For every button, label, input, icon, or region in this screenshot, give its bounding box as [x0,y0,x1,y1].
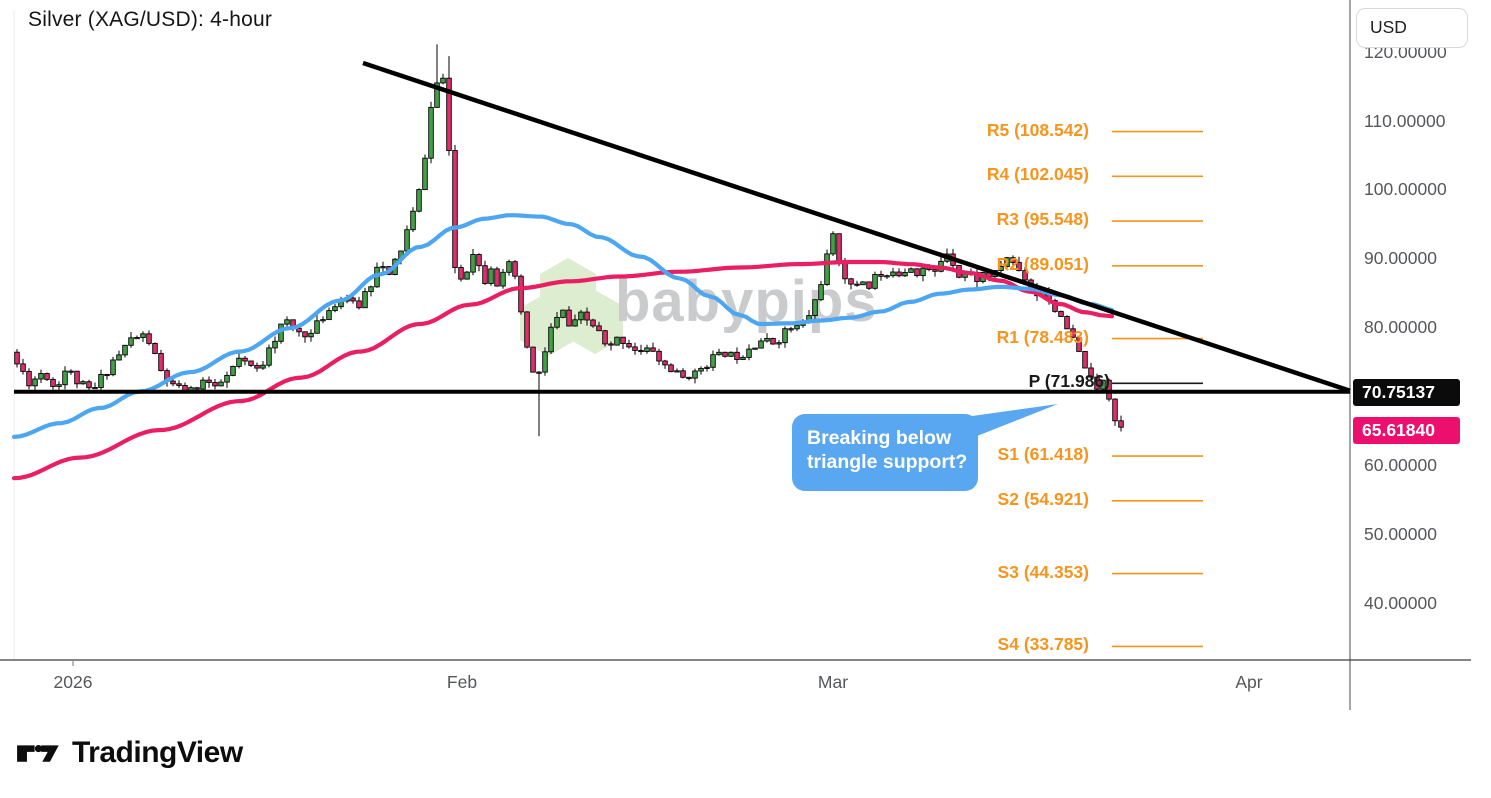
annotation-line-1: Breaking below [807,427,952,449]
y-axis-label-80: 80.00000 [1364,317,1437,338]
x-axis-label-apr: Apr [1235,672,1263,692]
tradingview-branding[interactable]: TradingView [16,731,243,775]
currency-label: USD [1370,17,1407,37]
ma-blue-line [11,213,1115,439]
y-axis-label-100: 100.00000 [1364,179,1447,200]
pivot-label-s2: S2 (54.921) [997,488,1089,509]
ma-pink-line [11,259,1115,481]
y-axis-label-90: 90.00000 [1364,248,1437,269]
pivot-label-r1: R1 (78.483) [996,326,1089,347]
currency-chip[interactable]: USD [1356,8,1468,48]
babypips-watermark: babypips [520,250,940,360]
y-axis-label-40: 40.00000 [1364,592,1437,613]
annotation-bubble-tail [965,404,1058,436]
pivot-label-p: P (71.986) [1028,371,1110,392]
descending-trendline[interactable] [362,60,1351,393]
x-axis-label-2026: 2026 [53,672,93,692]
support-price-badge: 70.75137 [1353,378,1460,406]
chart-title: Silver (XAG/USD): 4-hour [28,8,273,31]
pivot-label-s4: S4 (33.785) [997,634,1089,655]
pivot-label-r2: R2 (89.051) [996,253,1089,274]
pivot-label-r5: R5 (108.542) [986,119,1089,140]
tradingview-logo-icon [17,745,59,762]
pivot-label-r4: R4 (102.045) [986,164,1089,185]
x-axis-label-mar: Mar [817,672,849,692]
babypips-watermark-text: babypips [615,269,878,334]
babypips-logo-icon [520,258,623,356]
annotation-bubble[interactable]: Breaking below triangle support? [792,414,978,491]
pivot-label-s1: S1 (61.418) [997,444,1089,465]
annotation-line-2: triangle support? [807,451,968,473]
y-axis-label-50: 50.00000 [1364,523,1437,544]
x-axis-label-feb: Feb [446,672,478,692]
last-price-badge: 65.61840 [1353,417,1460,445]
pivot-label-r3: R3 (95.548) [996,209,1089,230]
y-axis-label-110: 110.00000 [1364,110,1446,131]
pivot-label-s3: S3 (44.353) [997,561,1089,582]
y-axis-label-60: 60.00000 [1364,454,1437,475]
tradingview-logo-text: TradingView [72,736,243,769]
